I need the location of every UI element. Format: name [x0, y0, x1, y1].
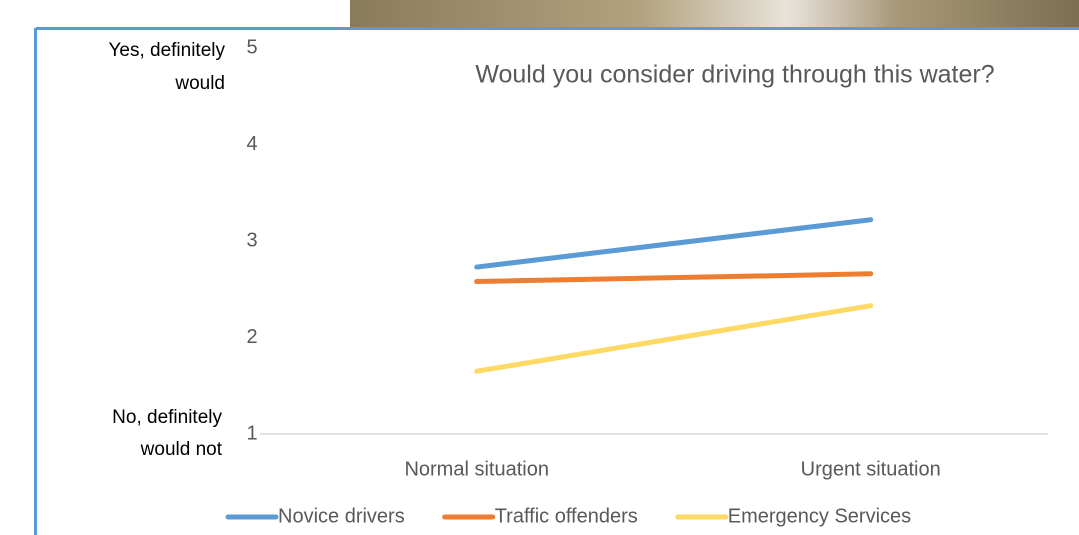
background-photo — [350, 0, 1079, 28]
y-tick-label: 3 — [246, 229, 257, 251]
y-bottom-label: would not — [140, 439, 223, 460]
x-tick-label: Normal situation — [404, 458, 549, 480]
y-tick-label: 1 — [246, 422, 257, 444]
y-bottom-label: No, definitely — [112, 407, 222, 428]
legend-label: Novice drivers — [278, 505, 405, 527]
y-top-label: Yes, definitely — [108, 40, 225, 61]
chart-title: Would you consider driving through this … — [475, 61, 994, 89]
y-top-label: would — [174, 73, 225, 94]
x-tick-label: Urgent situation — [801, 458, 941, 480]
y-tick-label: 5 — [246, 36, 257, 58]
legend-label: Emergency Services — [728, 505, 911, 527]
y-tick-label: 2 — [246, 326, 257, 348]
chart: Would you consider driving through this … — [0, 0, 1079, 535]
legend-label: Traffic offenders — [495, 505, 638, 527]
page: {"chart_data": {"type": "line", "title":… — [0, 0, 1079, 535]
y-tick-label: 4 — [246, 133, 257, 155]
